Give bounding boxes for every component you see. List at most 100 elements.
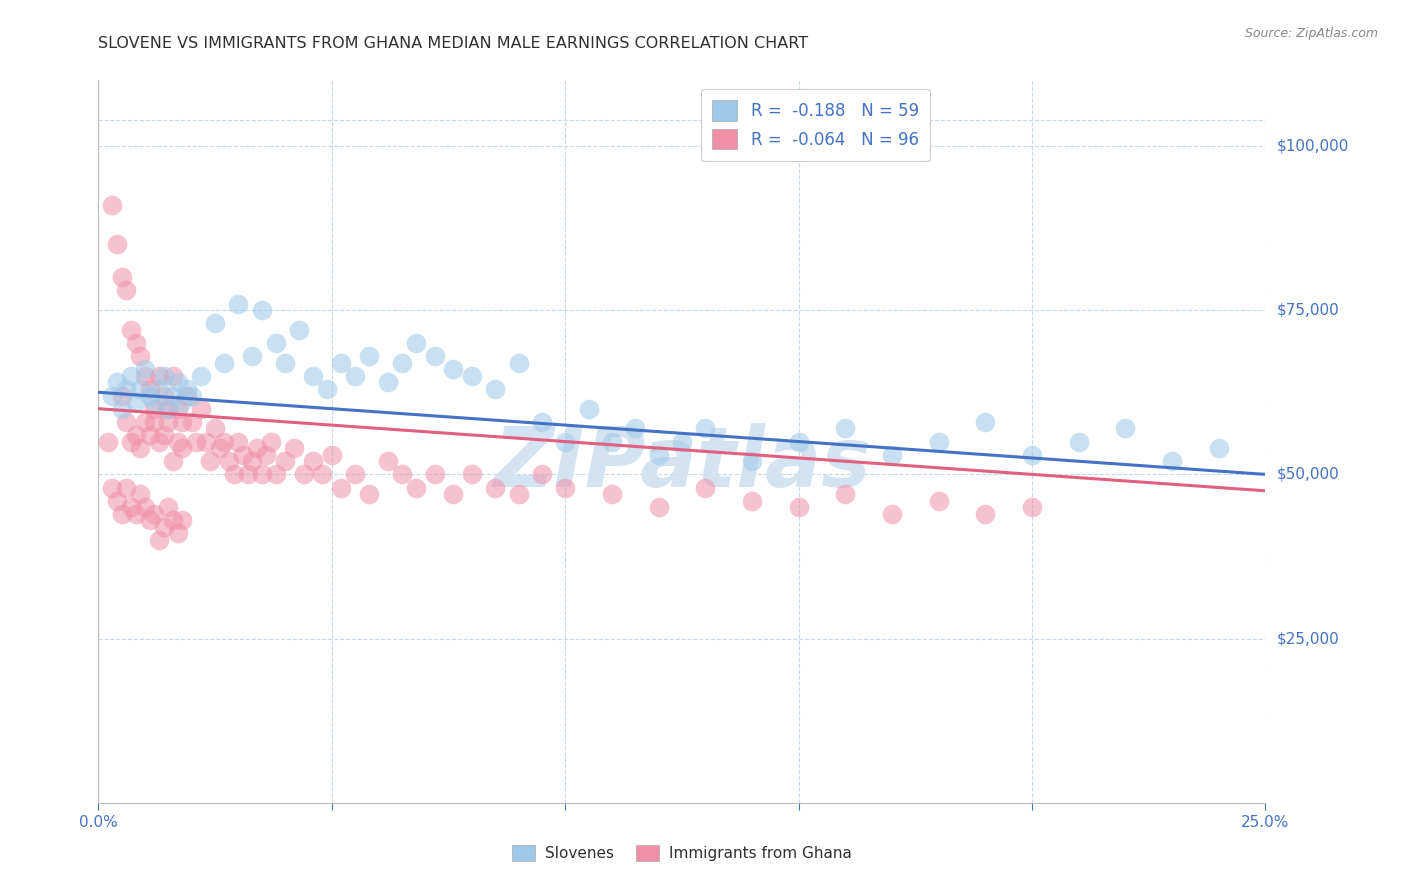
Point	[152, 368, 174, 383]
Point	[232, 448, 254, 462]
Point	[242, 454, 264, 468]
Point	[101, 388, 124, 402]
Point	[242, 349, 264, 363]
Point	[105, 237, 128, 252]
Point	[134, 362, 156, 376]
Point	[377, 376, 399, 390]
Point	[115, 415, 138, 429]
Point	[129, 441, 152, 455]
Point	[115, 481, 138, 495]
Point	[292, 467, 315, 482]
Point	[172, 395, 194, 409]
Point	[250, 303, 273, 318]
Point	[484, 382, 506, 396]
Point	[152, 428, 174, 442]
Point	[321, 448, 343, 462]
Point	[741, 454, 763, 468]
Point	[461, 368, 484, 383]
Point	[139, 513, 162, 527]
Point	[1021, 448, 1043, 462]
Point	[162, 454, 184, 468]
Point	[172, 441, 194, 455]
Point	[97, 434, 120, 449]
Point	[111, 507, 134, 521]
Point	[125, 336, 148, 351]
Point	[423, 349, 446, 363]
Point	[441, 362, 464, 376]
Point	[405, 336, 427, 351]
Point	[647, 448, 669, 462]
Point	[880, 507, 903, 521]
Point	[311, 467, 333, 482]
Point	[1067, 434, 1090, 449]
Point	[115, 284, 138, 298]
Point	[105, 376, 128, 390]
Point	[530, 467, 553, 482]
Point	[120, 368, 142, 383]
Point	[283, 441, 305, 455]
Point	[194, 434, 217, 449]
Point	[1208, 441, 1230, 455]
Point	[125, 507, 148, 521]
Point	[143, 507, 166, 521]
Text: $25,000: $25,000	[1277, 632, 1340, 646]
Point	[695, 481, 717, 495]
Point	[180, 415, 202, 429]
Point	[143, 401, 166, 416]
Point	[260, 434, 283, 449]
Point	[115, 382, 138, 396]
Point	[157, 401, 180, 416]
Point	[624, 421, 647, 435]
Point	[228, 296, 250, 310]
Point	[101, 481, 124, 495]
Point	[120, 323, 142, 337]
Point	[741, 493, 763, 508]
Point	[250, 467, 273, 482]
Point	[162, 368, 184, 383]
Point	[600, 434, 623, 449]
Point	[129, 349, 152, 363]
Point	[204, 421, 226, 435]
Point	[274, 356, 297, 370]
Point	[134, 500, 156, 515]
Point	[228, 434, 250, 449]
Point	[204, 316, 226, 330]
Point	[508, 356, 530, 370]
Point	[176, 382, 198, 396]
Point	[264, 336, 287, 351]
Point	[139, 382, 162, 396]
Point	[186, 434, 208, 449]
Point	[166, 526, 188, 541]
Point	[152, 520, 174, 534]
Point	[111, 388, 134, 402]
Point	[554, 481, 576, 495]
Point	[129, 487, 152, 501]
Text: SLOVENE VS IMMIGRANTS FROM GHANA MEDIAN MALE EARNINGS CORRELATION CHART: SLOVENE VS IMMIGRANTS FROM GHANA MEDIAN …	[98, 36, 808, 51]
Point	[405, 481, 427, 495]
Point	[111, 401, 134, 416]
Point	[461, 467, 484, 482]
Point	[143, 395, 166, 409]
Point	[157, 401, 180, 416]
Point	[344, 467, 367, 482]
Point	[1161, 454, 1184, 468]
Point	[162, 388, 184, 402]
Point	[236, 467, 259, 482]
Point	[157, 500, 180, 515]
Point	[695, 421, 717, 435]
Text: $50,000: $50,000	[1277, 467, 1340, 482]
Point	[508, 487, 530, 501]
Point	[125, 428, 148, 442]
Point	[256, 448, 278, 462]
Point	[172, 513, 194, 527]
Point	[441, 487, 464, 501]
Point	[391, 356, 413, 370]
Point	[176, 388, 198, 402]
Point	[134, 368, 156, 383]
Point	[105, 493, 128, 508]
Point	[377, 454, 399, 468]
Point	[264, 467, 287, 482]
Point	[120, 434, 142, 449]
Point	[200, 454, 222, 468]
Point	[148, 368, 170, 383]
